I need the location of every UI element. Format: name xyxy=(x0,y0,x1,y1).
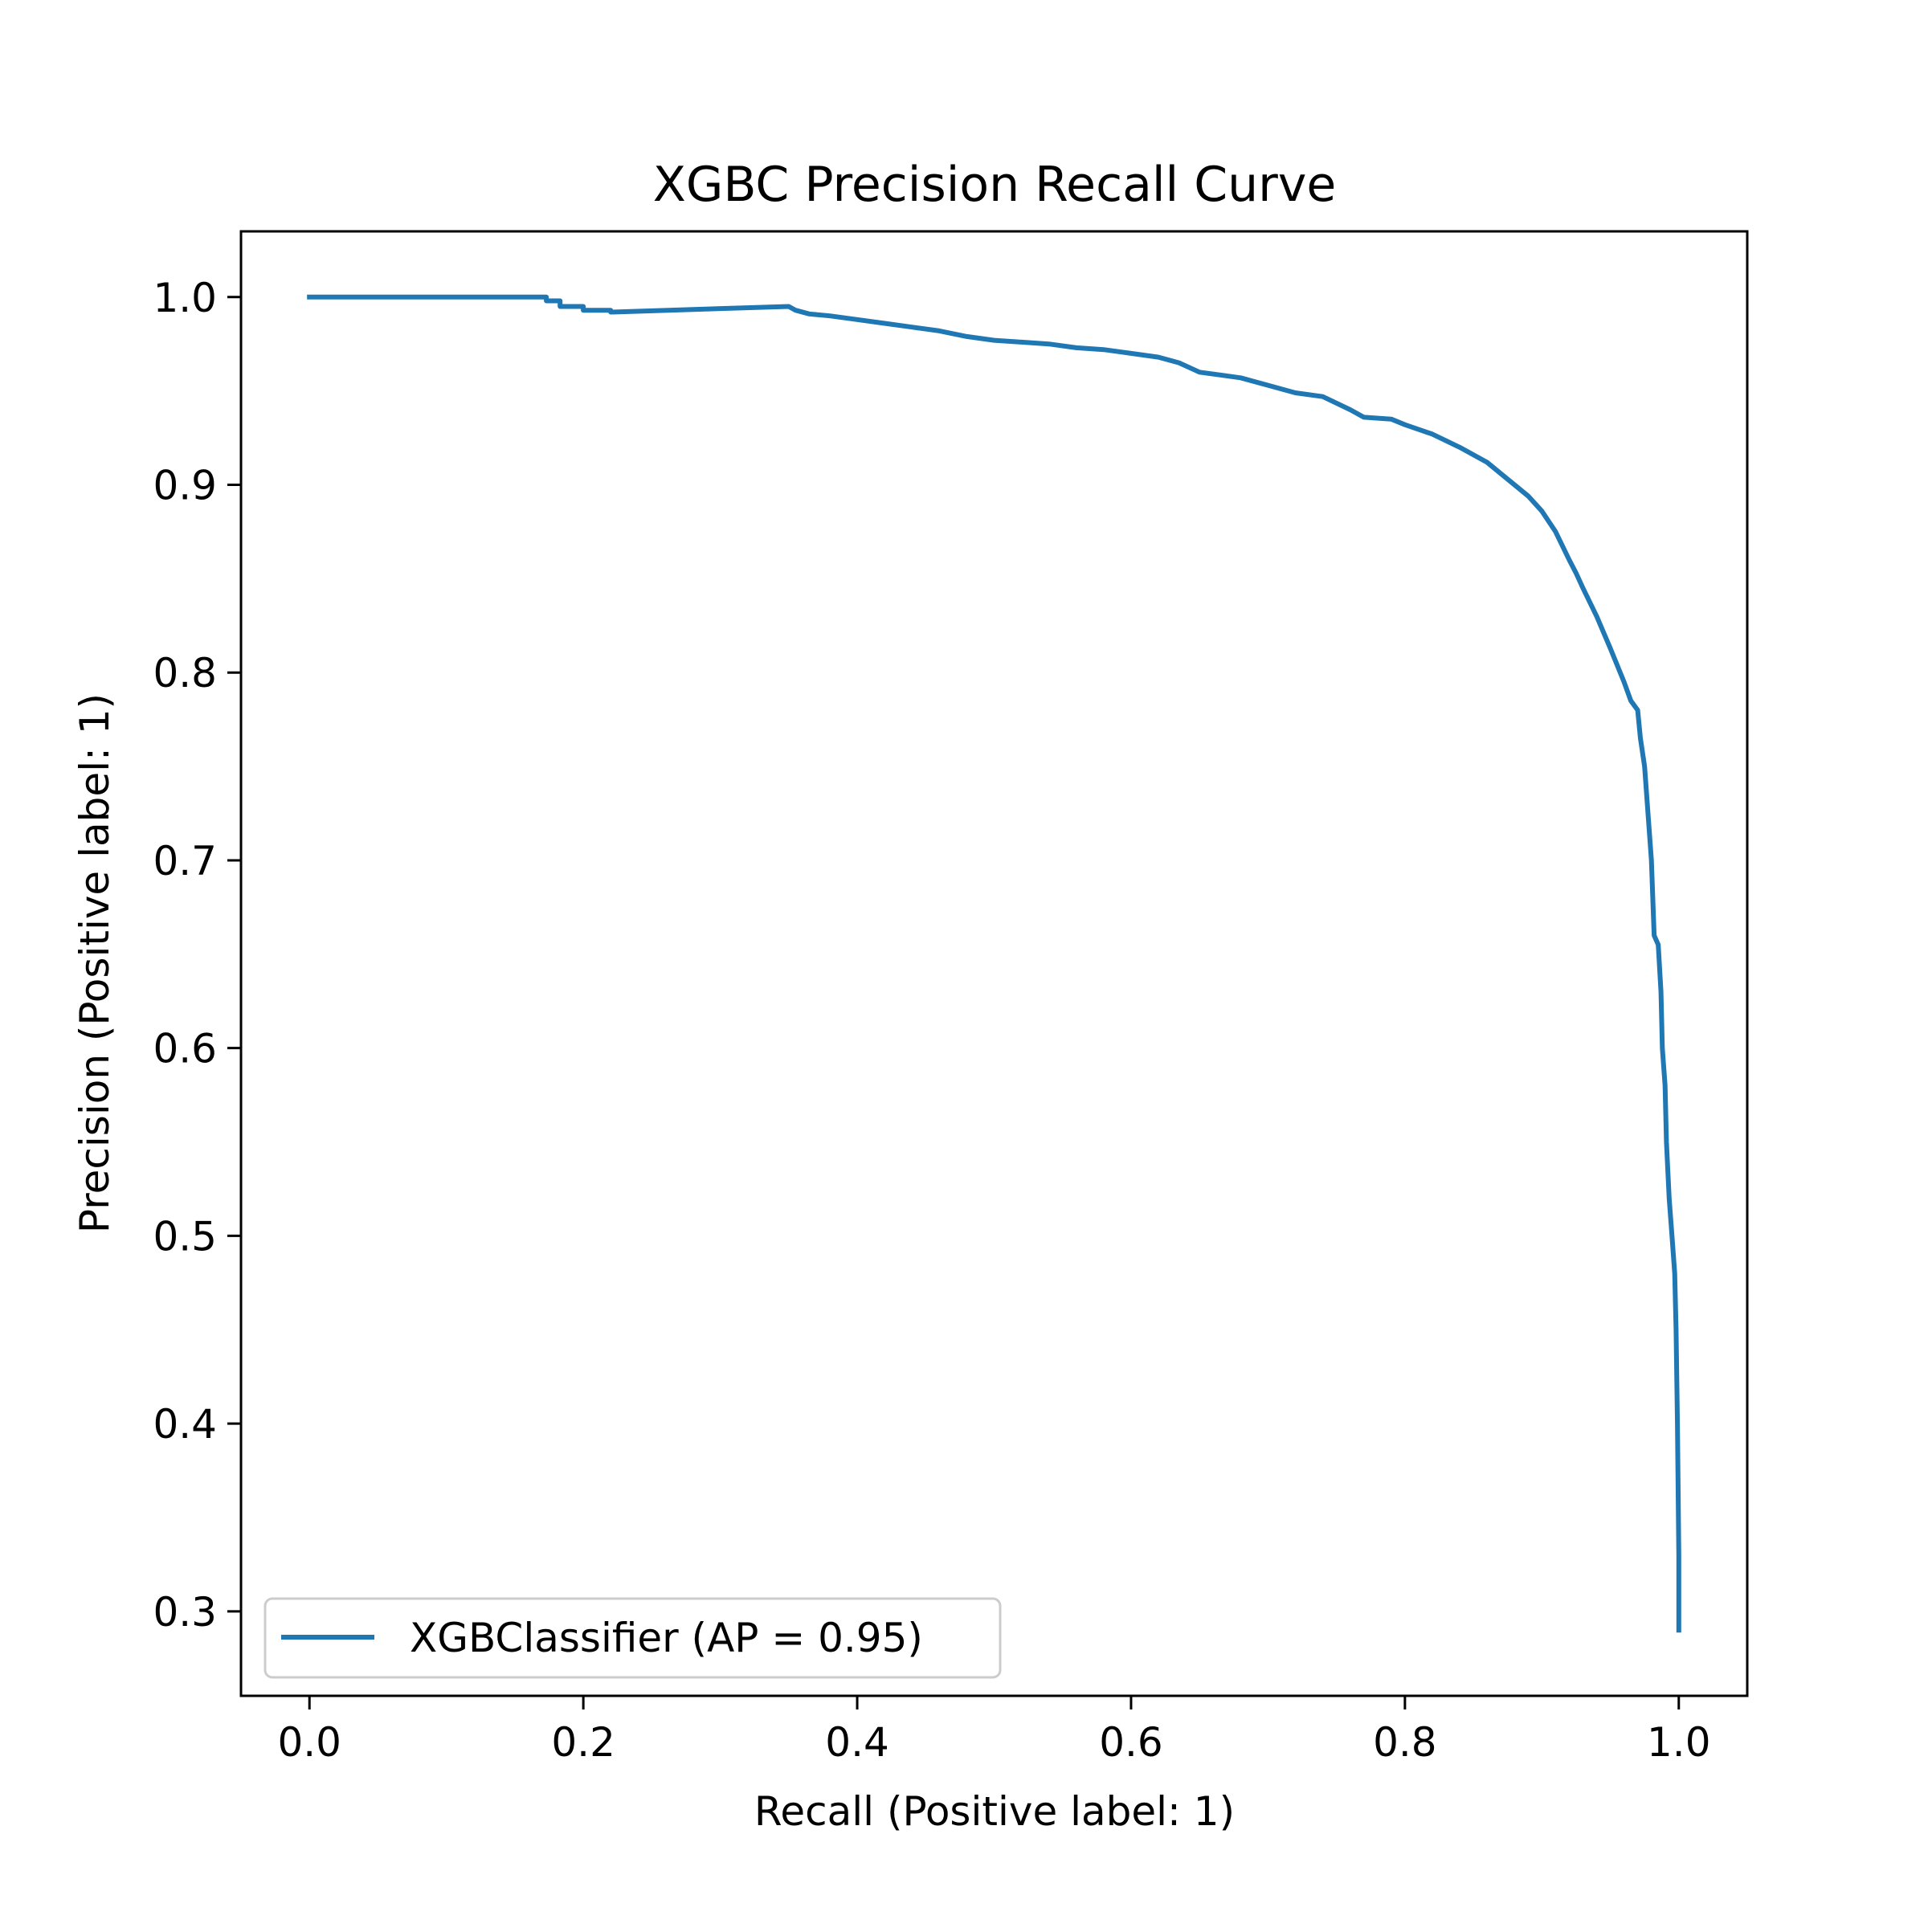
x-axis-ticks: 0.0 0.2 0.4 0.6 0.8 1.0 xyxy=(277,1696,1711,1766)
y-tick-label: 0.3 xyxy=(153,1589,217,1636)
y-tick-label: 0.5 xyxy=(153,1213,217,1260)
x-tick-label: 0.4 xyxy=(825,1719,889,1766)
x-tick-label: 1.0 xyxy=(1647,1719,1711,1766)
plot-area-frame xyxy=(239,230,1749,1697)
legend: XGBClassifier (AP = 0.95) xyxy=(263,1597,1002,1679)
series-layer xyxy=(307,294,1681,1633)
x-tick-label: 0.8 xyxy=(1373,1719,1437,1766)
y-tick-label: 0.4 xyxy=(153,1401,217,1448)
x-tick-label: 0.6 xyxy=(1099,1719,1163,1766)
x-tick-label: 0.0 xyxy=(277,1719,341,1766)
y-tick-label: 1.0 xyxy=(153,275,217,321)
series-line-0 xyxy=(307,294,1681,1633)
y-tick-label: 0.7 xyxy=(153,838,217,884)
x-tick-label: 0.2 xyxy=(551,1719,615,1766)
legend-box xyxy=(263,1597,1002,1679)
y-tick-label: 0.6 xyxy=(153,1026,217,1072)
chart-title: XGBC Precision Recall Curve xyxy=(653,157,1337,213)
y-axis-ticks: 0.3 0.4 0.5 0.6 0.7 0.8 0.9 1.0 xyxy=(153,275,241,1636)
x-axis-label: Recall (Positive label: 1) xyxy=(754,1788,1235,1835)
y-tick-label: 0.8 xyxy=(153,650,217,696)
y-tick-label: 0.9 xyxy=(153,463,217,509)
y-axis-label: Precision (Positive label: 1) xyxy=(71,693,118,1233)
legend-entry-label: XGBClassifier (AP = 0.95) xyxy=(410,1615,923,1661)
